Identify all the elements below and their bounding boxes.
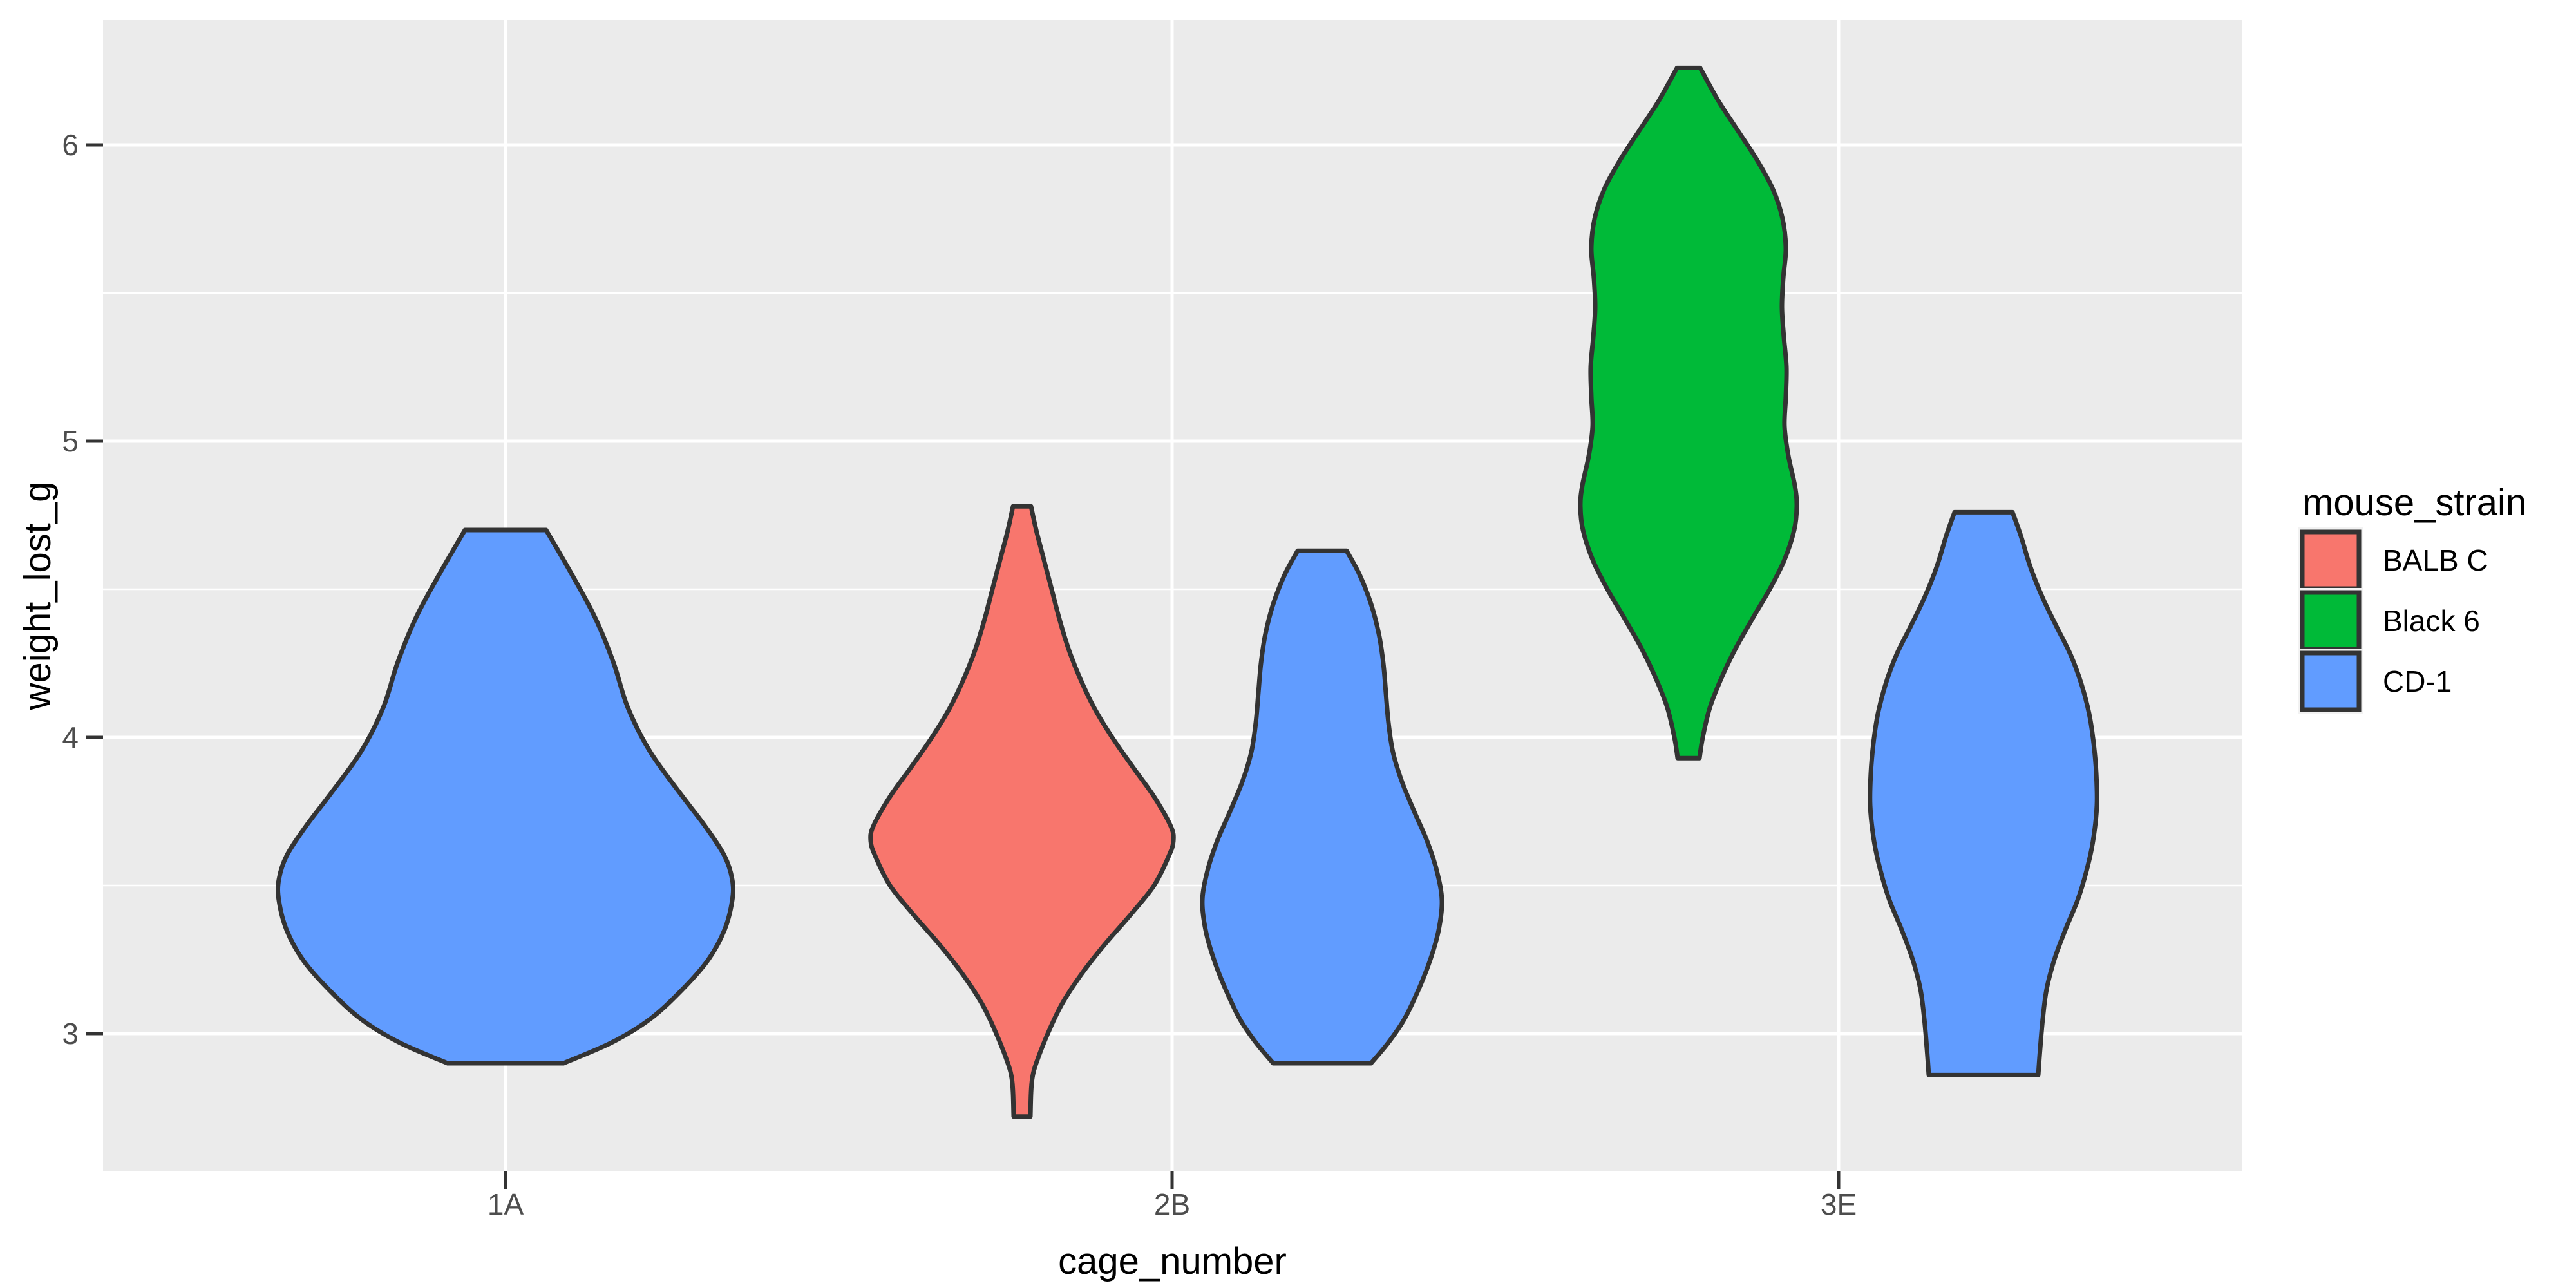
legend-label-cd1: CD-1 xyxy=(2383,665,2452,698)
violins-group xyxy=(276,65,2099,1119)
violin-3e-cd1 xyxy=(1868,509,2099,1077)
legend-keys: BALB C Black 6 CD-1 xyxy=(2298,527,2488,714)
y-tick-label: 4 xyxy=(62,721,79,754)
legend-key-black6 xyxy=(2300,590,2362,652)
y-tick-label: 6 xyxy=(62,128,79,162)
axis-tick-marks xyxy=(86,143,1841,1189)
x-axis-title: cage_number xyxy=(1058,1240,1287,1282)
legend-title: mouse_strain xyxy=(2302,482,2526,524)
y-tick-label: 5 xyxy=(62,424,79,458)
x-tick-label: 2B xyxy=(1154,1188,1190,1221)
violin-1a-cd1 xyxy=(276,527,735,1066)
legend-key-cd1 xyxy=(2300,650,2362,712)
legend-label-balbc: BALB C xyxy=(2383,544,2488,577)
x-tick-label: 3E xyxy=(1821,1188,1857,1221)
legend: mouse_strain BALB C Black 6 CD-1 xyxy=(2298,482,2526,714)
legend-key-balbc xyxy=(2300,529,2362,591)
legend-label-black6: Black 6 xyxy=(2383,604,2480,638)
x-tick-label: 1A xyxy=(488,1188,524,1221)
y-axis-title: weight_lost_g xyxy=(17,482,59,711)
violin-2b-cd1 xyxy=(1200,548,1444,1066)
axis-tick-labels: 3 4 5 6 1A 2B 3E xyxy=(62,128,1857,1221)
violin-2b-balbc xyxy=(868,504,1176,1119)
violin-3e-black6 xyxy=(1578,65,1799,761)
y-tick-label: 3 xyxy=(62,1017,79,1050)
